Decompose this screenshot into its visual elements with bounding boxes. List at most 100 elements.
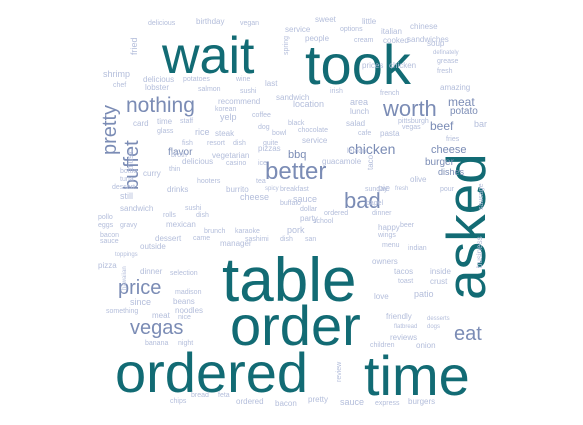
word-toast: toast: [398, 278, 414, 285]
word-dessert-2: dessert: [155, 234, 182, 243]
word-grease: grease: [437, 58, 459, 65]
word-sandwich-2: sandwich: [120, 204, 154, 213]
word-night: night: [178, 340, 194, 347]
word-selection: selection: [170, 270, 198, 277]
word-fish: fish: [182, 140, 193, 147]
word-patio: patio: [414, 289, 434, 299]
word-tea: tea: [256, 178, 266, 185]
word-glass: glass: [157, 128, 174, 135]
word-casino: casino: [226, 160, 247, 167]
word-brunch: brunch: [204, 228, 226, 235]
word-guacamole: guacamole: [322, 157, 362, 166]
word-soup: soup: [427, 39, 445, 48]
word-sausage: sausage: [478, 183, 485, 210]
word-cooked: cooked: [383, 36, 409, 45]
word-meat-small: meat: [152, 311, 170, 320]
word-dinner: dinner: [372, 210, 392, 217]
word-delicious: delicious: [148, 20, 176, 27]
word-vegas-small: vegas: [402, 124, 421, 131]
word-vegetarian: vegetarian: [212, 151, 250, 160]
word-last: last: [265, 79, 278, 88]
word-nothing: nothing: [126, 94, 195, 117]
word-pour: pour: [440, 186, 455, 193]
word-dinner-2: dinner: [140, 267, 163, 276]
word-irish: irish: [330, 88, 343, 95]
word-dessert: dessert: [112, 184, 135, 191]
word-burger: burger: [425, 157, 454, 168]
word-onion: onion: [416, 341, 436, 350]
word-bacon: bacon: [275, 399, 297, 408]
word-outside: outside: [140, 242, 166, 251]
word-dish-3: dish: [196, 212, 209, 219]
word-korean: korean: [215, 106, 237, 113]
word-wings: wings: [378, 232, 396, 239]
word-vegan: vegan: [240, 20, 260, 27]
word-worth: worth: [383, 96, 437, 121]
word-bbq: bbq: [288, 149, 307, 161]
word-rolls: rolls: [163, 212, 176, 219]
word-pasta: pasta: [380, 129, 400, 138]
word-prices: prices: [362, 61, 384, 70]
word-broth: broth: [171, 152, 187, 159]
word-desserts: desserts: [427, 316, 450, 322]
word-rice: rice: [195, 127, 210, 137]
word-bread: bread: [191, 392, 209, 399]
word-toppings: toppings: [115, 252, 138, 258]
word-card: card: [133, 119, 149, 128]
word-tacos: tacos: [394, 267, 414, 276]
word-music: music: [126, 149, 135, 170]
word-sandwiches: sandwiches: [407, 35, 449, 44]
word-staff: staff: [180, 118, 194, 125]
word-delicious-2: delicious: [143, 75, 175, 84]
word-burrito: burrito: [226, 185, 249, 194]
word-pizzas: pizzas: [258, 144, 281, 153]
word-manager: manager: [220, 239, 252, 248]
word-sushi-2: sushi: [185, 205, 202, 212]
word-dishes: dishes: [438, 167, 465, 177]
word-ordered: ordered: [115, 341, 309, 404]
word-table: table: [222, 246, 357, 315]
word-sunday: sunday: [365, 186, 388, 193]
word-took: took: [305, 33, 411, 96]
word-spicy: spicy: [265, 186, 279, 192]
word-express: express: [375, 400, 400, 407]
word-flavor: flavor: [168, 147, 193, 158]
word-options: options: [340, 26, 363, 33]
word-people: people: [305, 34, 330, 43]
word-time: time: [364, 344, 470, 407]
word-flatbread: flatbread: [394, 324, 418, 330]
word-still: still: [120, 191, 133, 201]
word-madison: madison: [175, 289, 202, 296]
word-steak: steak: [215, 129, 235, 138]
word-potatoes: potatoes: [183, 76, 210, 83]
word-recommend: recommend: [218, 97, 261, 106]
word-shrimp: shrimp: [103, 69, 131, 79]
word-dish: dish: [233, 140, 246, 147]
word-banana: banana: [145, 340, 169, 347]
word-sauce-2: sauce: [100, 238, 119, 245]
word-cheese-small: cheese: [240, 192, 270, 202]
word-ice: ice: [258, 160, 267, 167]
word-breakfast: breakfast: [280, 186, 309, 193]
word-bad: bad: [344, 188, 381, 213]
word-sashimi: sashimi: [245, 236, 269, 243]
word-location: location: [293, 99, 325, 109]
word-cream: cream: [354, 37, 374, 44]
word-bottle: bottle: [120, 168, 138, 175]
word-dog: dog: [258, 124, 270, 131]
word-salmon: salmon: [198, 86, 221, 93]
word-thin: thin: [169, 166, 181, 173]
word-quite: quite: [263, 140, 279, 147]
word-school: school: [313, 218, 334, 225]
word-drinks: drinks: [167, 185, 189, 194]
word-french: french: [380, 90, 400, 97]
word-feta: feta: [218, 392, 230, 399]
word-beef: beef: [430, 119, 454, 133]
word-dish-2: dish: [280, 236, 293, 243]
word-pretty: pretty: [99, 104, 121, 155]
word-service-small: service: [302, 136, 328, 145]
word-little: little: [362, 17, 377, 26]
word-meat: meat: [448, 95, 475, 109]
word-hawaiian: hawaiian: [122, 266, 128, 290]
word-party: party: [300, 214, 318, 223]
